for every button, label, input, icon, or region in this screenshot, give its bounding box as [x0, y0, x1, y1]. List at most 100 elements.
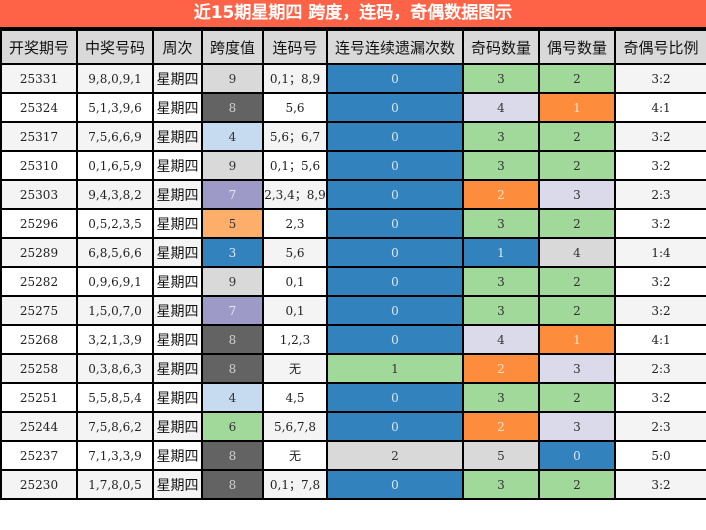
odd-count-cell: 2	[462, 353, 540, 384]
table-row: 25268 3,2,1,3,9 星期四 8 1,2,3 0 4 1 4:1	[0, 324, 706, 355]
ratio-cell: 1:4	[614, 237, 706, 268]
even-count-cell: 2	[538, 121, 616, 152]
table-row: 25244 7,5,8,6,2 星期四 6 5,6,7,8 0 2 3 2:3	[0, 411, 706, 442]
numbers-cell: 0,3,8,6,3	[76, 353, 154, 384]
col-header-consecutive: 连码号	[262, 29, 328, 65]
issue-cell: 25303	[0, 179, 78, 210]
consecutive-cell: 0,1；7,8	[262, 469, 328, 500]
miss-count-cell: 0	[326, 208, 464, 239]
miss-count-cell: 0	[326, 63, 464, 94]
weekday-cell: 星期四	[152, 324, 203, 355]
miss-count-cell: 0	[326, 237, 464, 268]
span-cell: 9	[201, 150, 264, 181]
span-cell: 4	[201, 121, 264, 152]
ratio-cell: 3:2	[614, 208, 706, 239]
ratio-cell: 4:1	[614, 92, 706, 123]
weekday-cell: 星期四	[152, 208, 203, 239]
even-count-cell: 2	[538, 150, 616, 181]
consecutive-cell: 2,3,4；8,9	[262, 179, 328, 210]
ratio-cell: 2:3	[614, 353, 706, 384]
span-cell: 8	[201, 440, 264, 471]
ratio-cell: 2:3	[614, 179, 706, 210]
table-row: 25237 7,1,3,3,9 星期四 8 无 2 5 0 5:0	[0, 440, 706, 471]
issue-cell: 25237	[0, 440, 78, 471]
even-count-cell: 2	[538, 208, 616, 239]
consecutive-cell: 5,6；6,7	[262, 121, 328, 152]
weekday-cell: 星期四	[152, 266, 203, 297]
ratio-cell: 3:2	[614, 121, 706, 152]
col-header-issue: 开奖期号	[0, 29, 78, 65]
odd-count-cell: 3	[462, 208, 540, 239]
even-count-cell: 0	[538, 440, 616, 471]
miss-count-cell: 0	[326, 382, 464, 413]
issue-cell: 25275	[0, 295, 78, 326]
even-count-cell: 2	[538, 63, 616, 94]
issue-cell: 25310	[0, 150, 78, 181]
consecutive-cell: 0,1；8,9	[262, 63, 328, 94]
odd-count-cell: 3	[462, 469, 540, 500]
miss-count-cell: 0	[326, 324, 464, 355]
numbers-cell: 9,8,0,9,1	[76, 63, 154, 94]
numbers-cell: 7,1,3,3,9	[76, 440, 154, 471]
odd-count-cell: 5	[462, 440, 540, 471]
miss-count-cell: 1	[326, 353, 464, 384]
ratio-cell: 4:1	[614, 324, 706, 355]
odd-count-cell: 4	[462, 324, 540, 355]
consecutive-cell: 0,1	[262, 266, 328, 297]
numbers-cell: 0,1,6,5,9	[76, 150, 154, 181]
issue-cell: 25331	[0, 63, 78, 94]
consecutive-cell: 2,3	[262, 208, 328, 239]
odd-count-cell: 1	[462, 237, 540, 268]
numbers-cell: 1,5,0,7,0	[76, 295, 154, 326]
page-title: 近15期星期四 跨度，连码，奇偶数据图示	[0, 0, 706, 29]
numbers-cell: 7,5,6,6,9	[76, 121, 154, 152]
col-header-weekday: 周次	[152, 29, 203, 65]
weekday-cell: 星期四	[152, 353, 203, 384]
numbers-cell: 1,7,8,0,5	[76, 469, 154, 500]
issue-cell: 25230	[0, 469, 78, 500]
span-cell: 8	[201, 469, 264, 500]
weekday-cell: 星期四	[152, 92, 203, 123]
data-table: 开奖期号 中奖号码 周次 跨度值 连码号 连号连续遗漏次数 奇码数量 偶号数量 …	[0, 29, 706, 500]
table-row: 25258 0,3,8,6,3 星期四 8 无 1 2 3 2:3	[0, 353, 706, 384]
even-count-cell: 2	[538, 382, 616, 413]
consecutive-cell: 5,6	[262, 92, 328, 123]
issue-cell: 25289	[0, 237, 78, 268]
span-cell: 9	[201, 266, 264, 297]
numbers-cell: 0,5,2,3,5	[76, 208, 154, 239]
consecutive-cell: 5,6	[262, 237, 328, 268]
col-header-even-count: 偶号数量	[538, 29, 616, 65]
ratio-cell: 3:2	[614, 150, 706, 181]
table-row: 25275 1,5,0,7,0 星期四 7 0,1 0 3 2 3:2	[0, 295, 706, 326]
odd-count-cell: 4	[462, 92, 540, 123]
table-row: 25282 0,9,6,9,1 星期四 9 0,1 0 3 2 3:2	[0, 266, 706, 297]
issue-cell: 25296	[0, 208, 78, 239]
issue-cell: 25251	[0, 382, 78, 413]
miss-count-cell: 0	[326, 266, 464, 297]
odd-count-cell: 3	[462, 382, 540, 413]
ratio-cell: 3:2	[614, 266, 706, 297]
numbers-cell: 5,5,8,5,4	[76, 382, 154, 413]
issue-cell: 25317	[0, 121, 78, 152]
consecutive-cell: 1,2,3	[262, 324, 328, 355]
weekday-cell: 星期四	[152, 469, 203, 500]
span-cell: 8	[201, 92, 264, 123]
table-row: 25296 0,5,2,3,5 星期四 5 2,3 0 3 2 3:2	[0, 208, 706, 239]
ratio-cell: 3:2	[614, 382, 706, 413]
issue-cell: 25282	[0, 266, 78, 297]
consecutive-cell: 5,6,7,8	[262, 411, 328, 442]
odd-count-cell: 3	[462, 295, 540, 326]
table-row: 25317 7,5,6,6,9 星期四 4 5,6；6,7 0 3 2 3:2	[0, 121, 706, 152]
span-cell: 7	[201, 295, 264, 326]
span-cell: 8	[201, 353, 264, 384]
issue-cell: 25244	[0, 411, 78, 442]
span-cell: 7	[201, 179, 264, 210]
weekday-cell: 星期四	[152, 411, 203, 442]
issue-cell: 25268	[0, 324, 78, 355]
even-count-cell: 1	[538, 92, 616, 123]
ratio-cell: 2:3	[614, 411, 706, 442]
table-row: 25303 9,4,3,8,2 星期四 7 2,3,4；8,9 0 2 3 2:3	[0, 179, 706, 210]
consecutive-cell: 0,1	[262, 295, 328, 326]
chart-container: 近15期星期四 跨度，连码，奇偶数据图示 开奖期号 中奖号码 周次 跨度值 连码…	[0, 0, 706, 500]
numbers-cell: 9,4,3,8,2	[76, 179, 154, 210]
